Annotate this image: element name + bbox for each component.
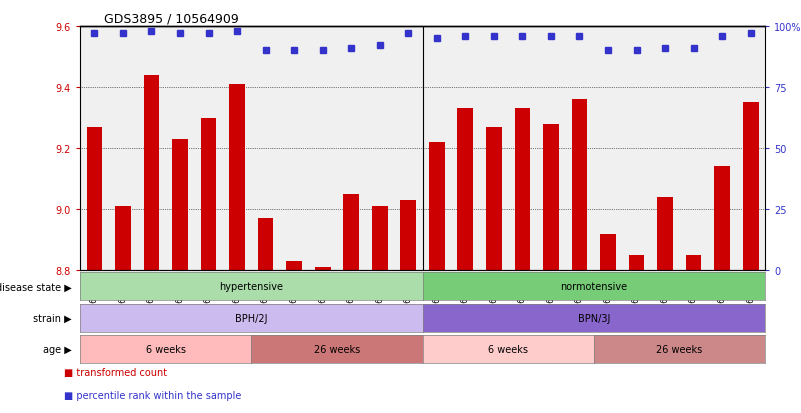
Text: 6 weeks: 6 weeks	[488, 344, 528, 354]
Text: 6 weeks: 6 weeks	[146, 344, 186, 354]
Bar	[344, 195, 359, 271]
Bar	[143, 76, 159, 271]
Text: normotensive: normotensive	[560, 282, 627, 292]
Text: ■ percentile rank within the sample: ■ percentile rank within the sample	[64, 390, 241, 400]
Bar	[229, 85, 245, 271]
Text: BPN/3J: BPN/3J	[578, 313, 610, 323]
Text: 26 weeks: 26 weeks	[314, 344, 360, 354]
Bar	[658, 197, 673, 271]
Bar	[629, 255, 644, 271]
Text: ■ transformed count: ■ transformed count	[64, 368, 167, 377]
Bar	[258, 219, 273, 271]
Bar	[286, 261, 302, 271]
Bar	[457, 109, 473, 271]
Text: disease state ▶: disease state ▶	[0, 282, 72, 292]
Bar	[572, 100, 587, 271]
Text: BPH/2J: BPH/2J	[235, 313, 268, 323]
Text: age ▶: age ▶	[43, 344, 72, 354]
Text: hypertensive: hypertensive	[219, 282, 284, 292]
Bar	[686, 255, 702, 271]
Text: 26 weeks: 26 weeks	[656, 344, 702, 354]
Text: GDS3895 / 10564909: GDS3895 / 10564909	[104, 12, 239, 25]
Bar	[315, 268, 331, 271]
Bar	[714, 167, 730, 271]
Bar	[600, 234, 616, 271]
Bar	[87, 127, 103, 271]
Bar	[172, 140, 187, 271]
Bar	[514, 109, 530, 271]
Text: strain ▶: strain ▶	[34, 313, 72, 323]
Bar	[400, 200, 416, 271]
Bar	[743, 103, 759, 271]
Bar	[372, 206, 388, 271]
Bar	[486, 127, 501, 271]
Bar	[201, 118, 216, 271]
Bar	[115, 206, 131, 271]
Bar	[429, 142, 445, 271]
Bar	[543, 124, 559, 271]
